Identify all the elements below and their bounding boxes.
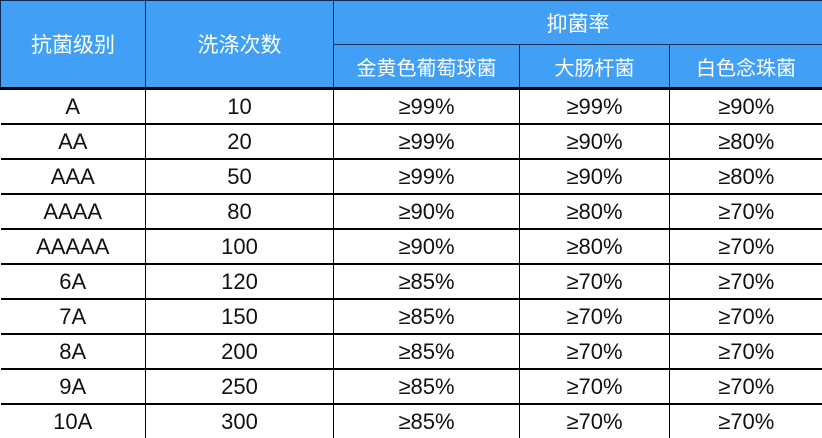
cell-level: 9A (1, 369, 146, 404)
cell-ecoli: ≥99% (520, 89, 670, 125)
header-washes: 洗涤次数 (146, 1, 334, 89)
cell-washes: 80 (146, 194, 334, 229)
cell-candida: ≥70% (670, 404, 822, 438)
cell-level: AAAA (1, 194, 146, 229)
cell-candida: ≥70% (670, 194, 822, 229)
cell-washes: 10 (146, 89, 334, 125)
cell-ecoli: ≥90% (520, 159, 670, 194)
cell-ecoli: ≥70% (520, 369, 670, 404)
cell-washes: 120 (146, 264, 334, 299)
cell-level: 6A (1, 264, 146, 299)
header-candida: 白色念珠菌 (670, 45, 822, 89)
cell-level: 10A (1, 404, 146, 438)
cell-ecoli: ≥70% (520, 334, 670, 369)
cell-candida: ≥90% (670, 89, 822, 125)
table-header: 抗菌级别 洗涤次数 抑菌率 金黄色葡萄球菌 大肠杆菌 白色念珠菌 (1, 1, 822, 89)
cell-staph: ≥85% (334, 299, 520, 334)
cell-ecoli: ≥70% (520, 404, 670, 438)
cell-level: AA (1, 124, 146, 159)
table-row: AAAA 80 ≥90% ≥80% ≥70% (1, 194, 822, 229)
cell-ecoli: ≥70% (520, 264, 670, 299)
cell-candida: ≥80% (670, 159, 822, 194)
cell-staph: ≥90% (334, 194, 520, 229)
cell-candida: ≥80% (670, 124, 822, 159)
cell-level: AAAAA (1, 229, 146, 264)
cell-washes: 200 (146, 334, 334, 369)
cell-washes: 20 (146, 124, 334, 159)
table-row: AAAAA 100 ≥90% ≥80% ≥70% (1, 229, 822, 264)
cell-staph: ≥85% (334, 334, 520, 369)
cell-candida: ≥70% (670, 334, 822, 369)
cell-candida: ≥70% (670, 299, 822, 334)
cell-washes: 100 (146, 229, 334, 264)
cell-staph: ≥85% (334, 264, 520, 299)
cell-level: AAA (1, 159, 146, 194)
cell-staph: ≥90% (334, 229, 520, 264)
cell-level: 7A (1, 299, 146, 334)
cell-ecoli: ≥70% (520, 299, 670, 334)
cell-staph: ≥99% (334, 159, 520, 194)
cell-candida: ≥70% (670, 369, 822, 404)
table-row: AAA 50 ≥99% ≥90% ≥80% (1, 159, 822, 194)
cell-ecoli: ≥80% (520, 194, 670, 229)
cell-washes: 250 (146, 369, 334, 404)
cell-level: A (1, 89, 146, 125)
cell-ecoli: ≥90% (520, 124, 670, 159)
cell-staph: ≥99% (334, 124, 520, 159)
header-level: 抗菌级别 (1, 1, 146, 89)
cell-level: 8A (1, 334, 146, 369)
cell-staph: ≥99% (334, 89, 520, 125)
header-inhibition-group: 抑菌率 (334, 1, 822, 45)
cell-washes: 300 (146, 404, 334, 438)
table-row: 9A 250 ≥85% ≥70% ≥70% (1, 369, 822, 404)
cell-staph: ≥85% (334, 404, 520, 438)
header-staph: 金黄色葡萄球菌 (334, 45, 520, 89)
header-group-row: 抗菌级别 洗涤次数 抑菌率 (1, 1, 822, 45)
cell-ecoli: ≥80% (520, 229, 670, 264)
cell-candida: ≥70% (670, 264, 822, 299)
table-row: A 10 ≥99% ≥99% ≥90% (1, 89, 822, 125)
table-row: 8A 200 ≥85% ≥70% ≥70% (1, 334, 822, 369)
table-row: 7A 150 ≥85% ≥70% ≥70% (1, 299, 822, 334)
table-row: 6A 120 ≥85% ≥70% ≥70% (1, 264, 822, 299)
cell-staph: ≥85% (334, 369, 520, 404)
cell-candida: ≥70% (670, 229, 822, 264)
cell-washes: 150 (146, 299, 334, 334)
header-ecoli: 大肠杆菌 (520, 45, 670, 89)
cell-washes: 50 (146, 159, 334, 194)
table-row: 10A 300 ≥85% ≥70% ≥70% (1, 404, 822, 438)
table-body: A 10 ≥99% ≥99% ≥90% AA 20 ≥99% ≥90% ≥80%… (1, 89, 822, 438)
table-row: AA 20 ≥99% ≥90% ≥80% (1, 124, 822, 159)
